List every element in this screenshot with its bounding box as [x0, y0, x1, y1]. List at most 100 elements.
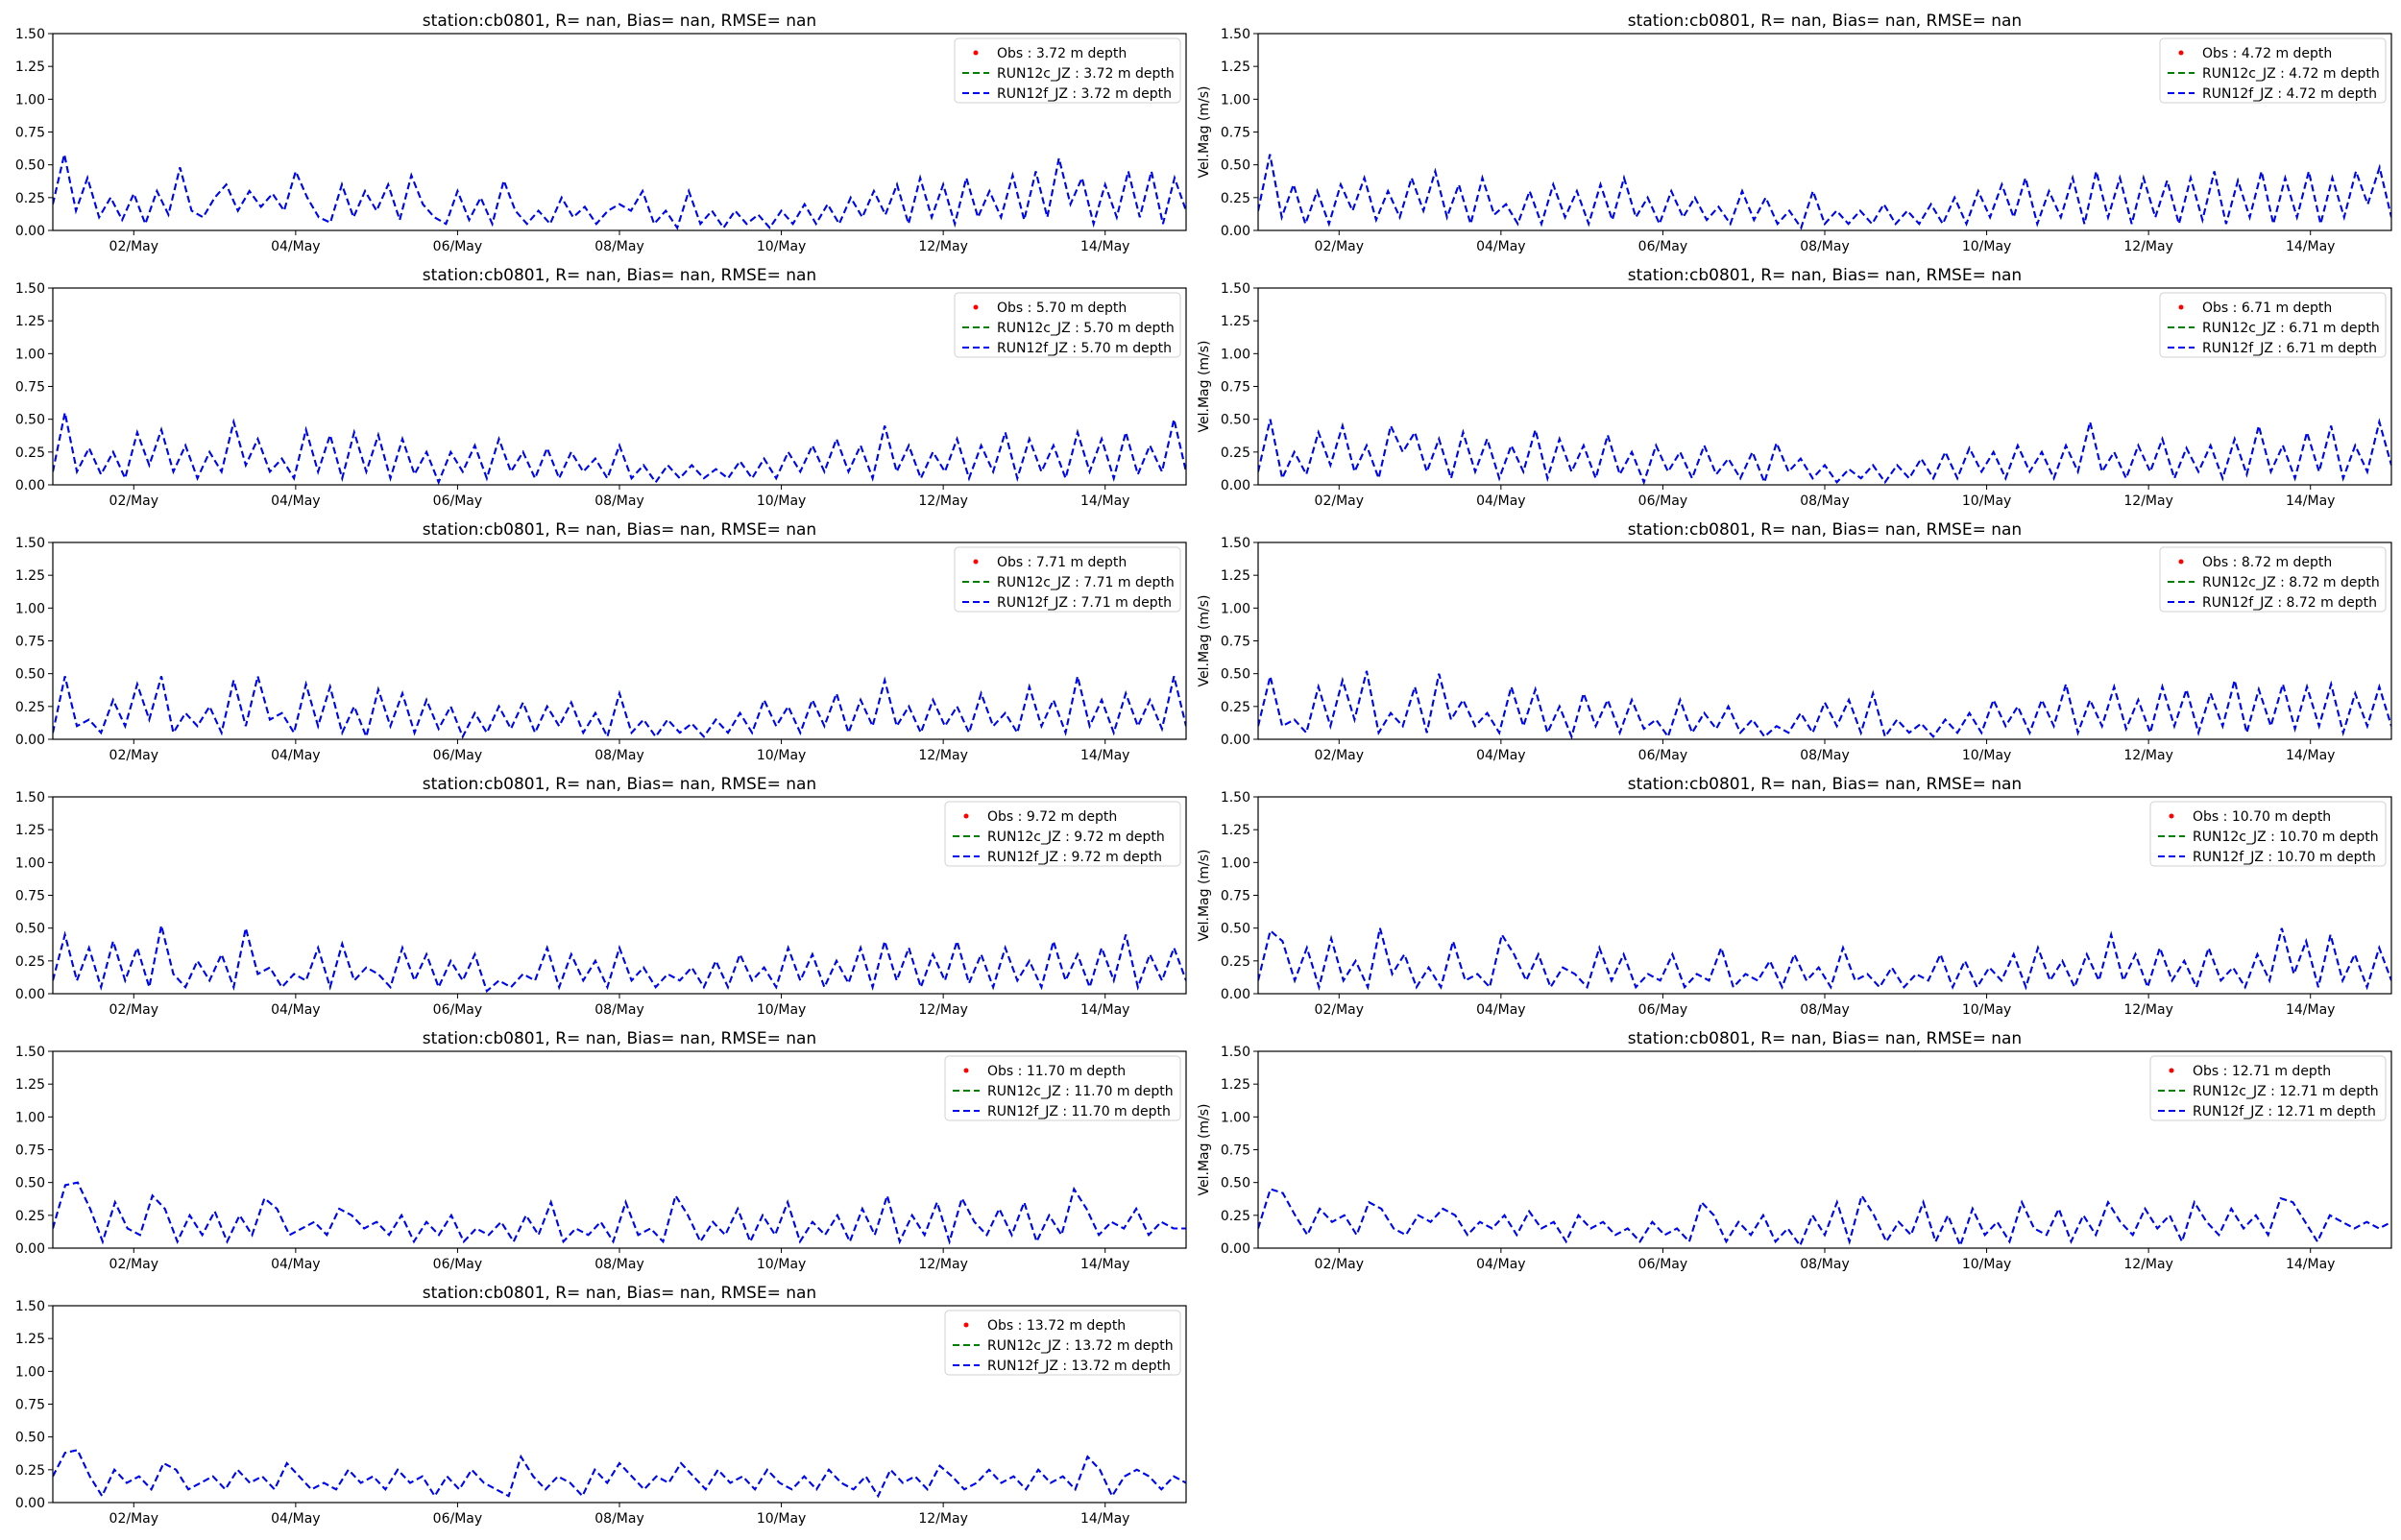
legend-entry: RUN12f_JZ : 6.71 m depth: [2202, 341, 2377, 356]
y-tick-label: 0.00: [1221, 224, 1250, 239]
x-tick-label: 08/May: [594, 1511, 643, 1527]
x-tick-label: 04/May: [271, 1002, 320, 1018]
subplot-10: station:cb0801, R= nan, Bias= nan, RMSE=…: [1197, 1029, 2392, 1272]
legend-marker-obs: [2178, 50, 2184, 56]
subplot-title: station:cb0801, R= nan, Bias= nan, RMSE=…: [423, 775, 816, 794]
y-tick-label: 1.25: [1221, 1077, 1250, 1093]
x-tick-label: 04/May: [1476, 1257, 1525, 1272]
x-tick-label: 02/May: [109, 1257, 158, 1272]
subplot-title: station:cb0801, R= nan, Bias= nan, RMSE=…: [1628, 1029, 2022, 1048]
subplot-6: station:cb0801, R= nan, Bias= nan, RMSE=…: [1197, 520, 2392, 763]
axes-frame: [1257, 541, 2392, 740]
x-tick-label: 14/May: [2286, 1257, 2335, 1272]
legend-entry: RUN12c_JZ : 6.71 m depth: [2202, 321, 2380, 336]
y-tick-label: 0.50: [15, 158, 45, 174]
y-tick-label: 0.00: [15, 733, 45, 748]
y-tick-label: 1.00: [15, 855, 45, 871]
y-tick-label: 1.25: [1221, 823, 1250, 838]
legend-entry: Obs : 3.72 m depth: [997, 46, 1127, 61]
y-tick-label: 1.50: [15, 1045, 45, 1060]
legend-entry: RUN12f_JZ : 8.72 m depth: [2202, 595, 2377, 611]
subplot-title: station:cb0801, R= nan, Bias= nan, RMSE=…: [423, 520, 816, 540]
axes-frame: [1257, 33, 2392, 231]
legend: Obs : 12.71 m depth RUN12c_JZ : 12.71 m d…: [2149, 1055, 2387, 1121]
legend-entry: RUN12f_JZ : 12.71 m depth: [2193, 1104, 2376, 1119]
x-tick-label: 12/May: [918, 239, 967, 254]
subplot-4: station:cb0801, R= nan, Bias= nan, RMSE=…: [1197, 266, 2392, 509]
legend-entry: RUN12c_JZ : 11.70 m depth: [987, 1084, 1174, 1099]
legend-marker-obs: [2169, 813, 2174, 819]
legend: Obs : 3.72 m depth RUN12c_JZ : 3.72 m dep…: [954, 37, 1181, 104]
y-tick-label: 0.00: [15, 1496, 45, 1511]
subplot-1: station:cb0801, R= nan, Bias= nan, RMSE=…: [15, 12, 1187, 254]
legend: Obs : 8.72 m depth RUN12c_JZ : 8.72 m dep…: [2159, 546, 2387, 613]
x-tick-label: 10/May: [757, 1002, 806, 1018]
legend-entry: RUN12c_JZ : 10.70 m depth: [2193, 830, 2379, 845]
x-tick-label: 04/May: [271, 239, 320, 254]
legend-marker-obs: [963, 1322, 969, 1328]
y-tick-label: 0.50: [1221, 413, 1250, 428]
y-tick-label: 1.50: [15, 27, 45, 42]
x-tick-label: 08/May: [594, 1002, 643, 1018]
x-tick-label: 02/May: [109, 493, 158, 509]
legend: Obs : 10.70 m depth RUN12c_JZ : 10.70 m d…: [2149, 801, 2387, 867]
x-tick-label: 06/May: [433, 239, 482, 254]
subplot-title: station:cb0801, R= nan, Bias= nan, RMSE=…: [423, 1029, 816, 1048]
x-tick-label: 06/May: [433, 1002, 482, 1018]
legend-frame: [2159, 37, 2387, 104]
axes-frame: [52, 1305, 1187, 1504]
x-tick-label: 12/May: [918, 1257, 967, 1272]
legend-marker-obs: [963, 813, 969, 819]
y-tick-label: 1.00: [1221, 347, 1250, 362]
legend-entry: Obs : 5.70 m depth: [997, 301, 1127, 316]
legend-entry: RUN12c_JZ : 8.72 m depth: [2202, 575, 2380, 590]
legend-entry: RUN12f_JZ : 10.70 m depth: [2193, 850, 2376, 865]
legend-entry: RUN12f_JZ : 5.70 m depth: [997, 341, 1172, 356]
axes-frame: [52, 541, 1187, 740]
x-tick-label: 04/May: [1476, 1002, 1525, 1018]
legend-entry: RUN12f_JZ : 9.72 m depth: [987, 850, 1162, 865]
x-tick-label: 06/May: [1638, 748, 1687, 763]
series-line-run12f: [53, 1449, 1186, 1499]
y-tick-label: 0.75: [1221, 126, 1250, 141]
y-tick-label: 0.50: [1221, 922, 1250, 937]
y-tick-label: 0.50: [15, 1431, 45, 1446]
x-tick-label: 10/May: [1962, 1002, 2011, 1018]
x-tick-label: 02/May: [1315, 493, 1364, 509]
y-axis-label: Vel.Mag (m/s): [1197, 849, 1212, 941]
subplot-8: station:cb0801, R= nan, Bias= nan, RMSE=…: [1197, 775, 2392, 1018]
legend: Obs : 9.72 m depth RUN12c_JZ : 9.72 m dep…: [944, 801, 1181, 867]
legend-frame: [954, 37, 1181, 104]
subplot-title: station:cb0801, R= nan, Bias= nan, RMSE=…: [423, 1284, 816, 1303]
y-tick-label: 1.25: [15, 568, 45, 584]
legend-entry: RUN12f_JZ : 13.72 m depth: [987, 1359, 1171, 1374]
axes-frame: [52, 33, 1187, 231]
y-tick-label: 0.50: [15, 922, 45, 937]
legend-marker-obs: [973, 50, 979, 56]
y-tick-label: 0.50: [1221, 158, 1250, 174]
legend-entry: Obs : 13.72 m depth: [987, 1318, 1126, 1334]
x-tick-label: 06/May: [1638, 493, 1687, 509]
y-tick-label: 1.25: [15, 314, 45, 329]
series-line-run12c: [53, 154, 1186, 230]
x-tick-label: 08/May: [594, 1257, 643, 1272]
series-line-run12f: [53, 925, 1186, 994]
x-tick-label: 12/May: [2123, 748, 2172, 763]
y-tick-label: 1.50: [1221, 27, 1250, 42]
y-tick-label: 0.75: [15, 889, 45, 904]
y-tick-label: 1.00: [1221, 92, 1250, 108]
x-tick-label: 02/May: [109, 748, 158, 763]
axes-frame: [1257, 287, 2392, 486]
legend-entry: Obs : 10.70 m depth: [2193, 809, 2331, 825]
x-tick-label: 10/May: [1962, 1257, 2011, 1272]
x-tick-label: 08/May: [1800, 748, 1849, 763]
y-tick-label: 1.00: [1221, 1110, 1250, 1125]
x-tick-label: 14/May: [2286, 748, 2335, 763]
legend-entry: RUN12c_JZ : 4.72 m depth: [2202, 66, 2380, 82]
subplot-title: station:cb0801, R= nan, Bias= nan, RMSE=…: [1628, 12, 2022, 31]
subplot-11: station:cb0801, R= nan, Bias= nan, RMSE=…: [15, 1284, 1187, 1527]
x-tick-label: 14/May: [1080, 1511, 1129, 1527]
x-tick-label: 02/May: [1315, 1257, 1364, 1272]
subplot-title: station:cb0801, R= nan, Bias= nan, RMSE=…: [1628, 266, 2022, 285]
legend-frame: [2159, 292, 2387, 358]
